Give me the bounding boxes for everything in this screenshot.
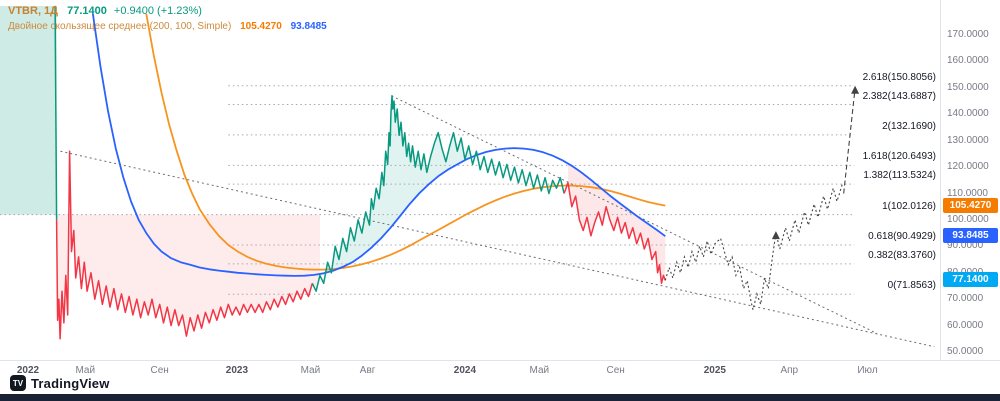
price-tick-label: 130.0000 [947,134,989,146]
ma-band-red-left [56,214,320,339]
sma100-value: 93.8485 [290,21,327,32]
fib-level-label[interactable]: 2.382(143.6887) [862,90,936,102]
price-tick-label: 80.0000 [947,267,983,278]
time-tick-label: Июл [857,365,878,376]
price-tick-label: 100.0000 [947,213,989,225]
price-tick-label: 140.0000 [947,108,989,120]
time-tick-label: 2022 [16,365,40,376]
price-axis[interactable]: 170.0000 160.0000 150.0000 140.0000 130.0000… [940,0,1000,360]
ma-band-green-left [0,5,57,215]
last-price-value: 77.1400 [67,5,107,17]
time-tick-label: 2023 [225,365,249,376]
price-tick-label: 110.0000 [947,187,988,199]
price-tick-label: 160.0000 [947,55,989,67]
price-tick-label: 170.0000 [947,29,989,40]
time-tick-label: 2025 [703,365,726,376]
sma200-value: 105.4270 [240,21,282,32]
trendline [60,150,935,348]
fib-level-label[interactable]: 2(132.1690) [882,120,936,132]
fib-labels-layer: 2.618(150.8056) 2.382(143.6887) 2(132.1690… [862,71,936,292]
time-tick-label: Апр [780,365,799,376]
price-above-ma-fill [316,95,565,275]
fib-level-label[interactable]: 1.382(113.5324) [863,170,936,182]
time-tick-label: Май [300,365,321,376]
time-tick-label: Май [529,365,550,376]
price-tick-label: 120.0000 [947,161,989,173]
fib-level-label[interactable]: 0.382(83.3760) [868,249,936,261]
fib-level-label[interactable]: 0(71.8563) [887,280,936,292]
forecast-final-leg [843,87,856,194]
price-tick-label: 90.0000 [947,240,984,252]
time-axis[interactable]: 2022 Май Сен 2023 Май Авг 2024 Май Сен 2025 Апр Июл [0,360,1000,385]
price-badge: 105.4270 [943,197,998,213]
time-tick-label: 2024 [453,365,477,376]
arrow-up-icon [851,85,860,94]
fib-level-label[interactable]: 2.618(150.8056) [862,71,936,83]
price-tick-label: 50.0000 [947,346,984,357]
price-tick-label: 70.0000 [947,293,984,305]
price-below-ma-fill [568,163,666,284]
indicator-legend-row[interactable]: Двойное скользящее среднее (200, 100, Si… [8,19,327,34]
tradingview-logo-icon: TV [10,375,26,391]
forecast-zigzag-line [664,182,844,310]
price-line-segment [563,182,666,285]
price-line-segment [311,95,565,292]
symbol-legend-row[interactable]: VTBR, 1Д 77.1400 +0.9400 (+1.23%) [8,4,327,19]
tradingview-logo-text: TradingView [31,375,110,391]
fib-level-label[interactable]: 1(102.0126) [882,200,936,212]
time-tick-label: Сен [150,365,169,376]
price-line-segment [55,150,314,340]
price-tick-label: 150.0000 [947,81,989,93]
fib-level-label[interactable]: 0.618(90.4929) [868,231,936,243]
price-line-segment [54,5,58,220]
price-change-value: +0.9400 (+1.23%) [113,5,202,17]
fib-level-label[interactable]: 1.618(120.6493) [862,151,936,163]
sma200-line [145,13,666,271]
tradingview-brand[interactable]: TV TradingView [10,375,110,391]
sma100-line [92,13,666,277]
price-tick-label: 60.0000 [947,319,984,331]
chart-legend[interactable]: VTBR, 1Д 77.1400 +0.9400 (+1.23%) Двойно… [8,4,327,34]
bottom-bar [0,394,1000,401]
time-tick-label: Сен [606,365,625,376]
indicator-title[interactable]: Двойное скользящее среднее (200, 100, Si… [8,21,232,32]
arrow-up-icon [771,231,780,240]
time-tick-label: Май [75,365,96,376]
price-chart-canvas[interactable] [0,0,940,360]
price-badge: 93.8485 [943,228,998,244]
symbol-name[interactable]: VTBR, 1Д [8,5,59,17]
price-badge: 77.1400 [943,272,998,288]
time-tick-label: Авг [359,365,376,376]
